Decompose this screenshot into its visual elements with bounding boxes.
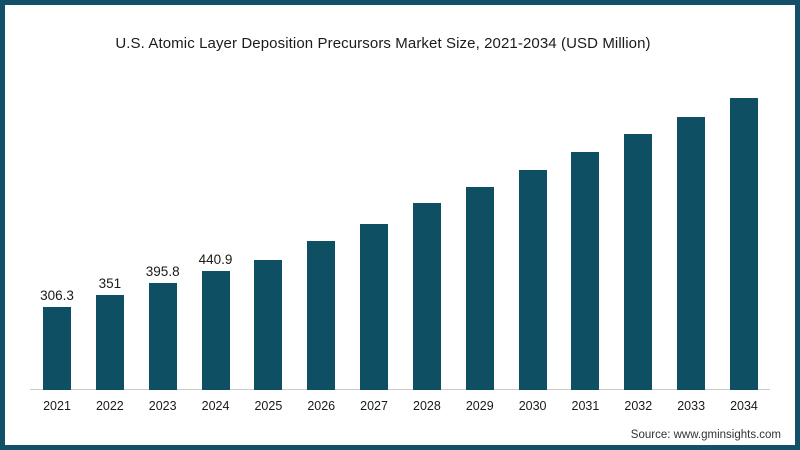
bar-2029: 2029: [465, 187, 494, 413]
x-axis-label: 2026: [307, 399, 336, 413]
x-axis-label: 2021: [43, 399, 71, 413]
x-axis-line: [30, 389, 770, 390]
bar-2030: 2030: [518, 170, 547, 413]
x-axis-label: 2022: [95, 399, 124, 413]
bar-value-label: 351: [98, 276, 122, 291]
x-axis-label: 2025: [254, 399, 283, 413]
x-axis-label: 2028: [413, 399, 441, 413]
x-axis-label: 2032: [624, 399, 653, 413]
bar-value-label: 440.9: [198, 252, 233, 267]
x-axis-label: 2023: [148, 399, 177, 413]
bar-2023: 395.8 2023: [146, 264, 180, 413]
x-axis-label: 2024: [201, 399, 230, 413]
x-axis-label: 2029: [465, 399, 494, 413]
bar-2026: 2026: [307, 241, 336, 413]
bar-2022: 351 2022: [95, 276, 124, 413]
bar-2021: 306.3 2021: [40, 288, 74, 413]
bar-2032: 2032: [624, 134, 653, 413]
plot-area: 306.3 2021 351 2022 395.8 2023 440.9 2024 2025 20…: [40, 90, 758, 413]
x-axis-label: 2034: [730, 399, 758, 413]
bar-2025: 2025: [254, 260, 283, 413]
bar-2033: 2033: [677, 117, 706, 413]
bar-value-label: 395.8: [145, 264, 180, 279]
bar-2028: 2028: [412, 203, 441, 413]
x-axis-label: 2030: [518, 399, 547, 413]
bar-value-label: 306.3: [40, 288, 74, 303]
bar-2024: 440.9 2024: [199, 252, 233, 413]
source-credit: Source: www.gminsights.com: [630, 429, 781, 441]
x-axis-label: 2033: [677, 399, 706, 413]
x-axis-label: 2031: [571, 399, 600, 413]
x-axis-label: 2027: [360, 399, 388, 413]
bar-2027: 2027: [360, 224, 389, 413]
chart-title: U.S. Atomic Layer Deposition Precursors …: [115, 35, 651, 52]
bar-2034: 2034: [729, 98, 758, 413]
bar-2031: 2031: [571, 152, 600, 413]
